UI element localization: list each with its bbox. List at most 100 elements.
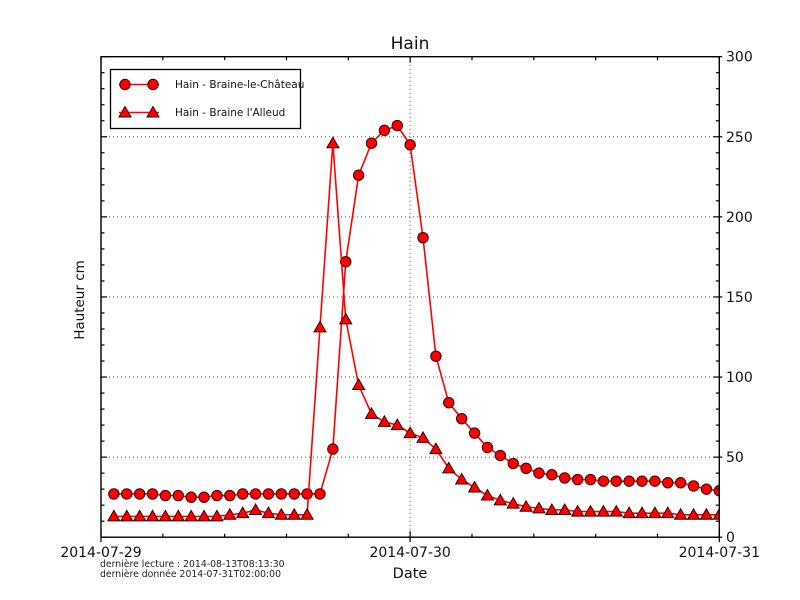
circle-marker bbox=[674, 477, 687, 489]
circle-marker bbox=[172, 489, 184, 502]
y-tick-label: 300 bbox=[726, 50, 753, 66]
legend-sample-lines bbox=[118, 78, 160, 118]
y-tick-label: 100 bbox=[726, 370, 753, 386]
circle-marker bbox=[455, 412, 468, 425]
triangle-marker bbox=[583, 504, 598, 517]
footer-last-data: dernière donnée 2014-07-31T02:00:00 bbox=[100, 569, 281, 580]
triangle-marker bbox=[532, 501, 546, 514]
x-tick-label: 2014-07-31 bbox=[679, 545, 760, 561]
triangle-marker bbox=[570, 504, 585, 517]
y-tick-labels: 0 50 100 150 200 250 300 bbox=[726, 50, 753, 547]
triangle-marker bbox=[118, 105, 132, 118]
triangle-marker bbox=[622, 506, 636, 519]
circle-marker bbox=[198, 491, 210, 503]
triangle-marker bbox=[300, 507, 314, 520]
circle-marker bbox=[365, 137, 378, 149]
circle-marker bbox=[417, 231, 429, 244]
circle-marker bbox=[559, 472, 571, 484]
triangle-marker bbox=[287, 507, 302, 520]
y-tick-label: 0 bbox=[726, 530, 735, 546]
triangle-marker bbox=[146, 105, 160, 118]
series-line bbox=[113, 124, 720, 498]
triangle-marker bbox=[660, 506, 675, 519]
circle-marker bbox=[649, 475, 661, 487]
circle-marker bbox=[301, 488, 313, 500]
x-tick-labels: 2014-07-29 2014-07-30 2014-07-31 bbox=[60, 545, 760, 561]
triangle-marker bbox=[493, 493, 508, 506]
y-tick-label: 50 bbox=[726, 450, 744, 466]
y-axis-label: Hauteur cm bbox=[72, 260, 88, 340]
triangle-marker bbox=[210, 509, 224, 522]
y-tick-label: 200 bbox=[726, 210, 753, 226]
axis-ticks bbox=[100, 56, 723, 543]
x-axis-label: Date bbox=[393, 566, 428, 582]
triangle-marker bbox=[313, 320, 327, 333]
circle-marker bbox=[211, 489, 223, 502]
triangle-marker bbox=[441, 461, 456, 474]
circle-marker bbox=[662, 477, 674, 489]
circle-marker bbox=[262, 488, 275, 500]
circle-marker bbox=[147, 78, 159, 91]
triangle-marker bbox=[248, 502, 263, 515]
triangle-marker bbox=[506, 496, 521, 509]
triangle-marker bbox=[699, 507, 714, 520]
circle-marker bbox=[520, 462, 532, 475]
triangle-marker bbox=[557, 502, 572, 515]
triangle-marker bbox=[454, 472, 469, 485]
circle-marker bbox=[275, 488, 288, 500]
triangle-marker bbox=[261, 506, 276, 519]
circle-marker bbox=[288, 488, 300, 500]
circle-marker bbox=[327, 443, 339, 455]
triangle-marker bbox=[351, 378, 366, 391]
triangle-marker bbox=[184, 509, 199, 522]
circle-marker bbox=[108, 488, 120, 500]
circle-marker bbox=[146, 488, 159, 500]
circle-marker bbox=[597, 475, 610, 487]
triangle-marker bbox=[467, 480, 482, 493]
triangle-marker bbox=[119, 509, 134, 522]
circle-marker bbox=[636, 475, 648, 487]
circle-marker bbox=[404, 139, 416, 151]
triangle-marker bbox=[222, 507, 237, 520]
triangle-marker bbox=[416, 430, 430, 443]
circle-marker bbox=[546, 469, 558, 481]
data-series bbox=[107, 119, 720, 522]
chart-title: Hain bbox=[391, 34, 430, 54]
circle-marker bbox=[391, 119, 403, 132]
y-tick-label: 150 bbox=[726, 290, 753, 306]
circle-marker bbox=[443, 396, 455, 409]
triangle-marker bbox=[686, 507, 701, 520]
circle-marker bbox=[610, 475, 622, 487]
circle-marker bbox=[571, 473, 584, 486]
circle-marker bbox=[236, 488, 249, 500]
circle-marker bbox=[533, 467, 545, 479]
circle-marker bbox=[494, 449, 507, 462]
y-tick-label: 250 bbox=[726, 130, 753, 146]
series-braine-le-chateau bbox=[108, 119, 720, 503]
triangle-marker bbox=[132, 509, 147, 522]
triangle-marker bbox=[673, 507, 688, 520]
legend-label-braine-le-chateau: Hain - Braine-le-Château bbox=[175, 79, 304, 91]
circle-marker bbox=[249, 488, 262, 500]
triangle-marker bbox=[403, 426, 418, 439]
triangle-marker bbox=[712, 507, 720, 520]
x-tick-label: 2014-07-30 bbox=[369, 545, 450, 561]
circle-marker bbox=[481, 441, 494, 454]
x-tick-label: 2014-07-29 bbox=[60, 545, 141, 561]
circle-marker bbox=[185, 491, 197, 503]
circle-marker bbox=[430, 350, 442, 362]
circle-marker bbox=[700, 483, 713, 495]
circle-marker bbox=[133, 488, 146, 500]
triangle-marker bbox=[648, 506, 662, 519]
circle-marker bbox=[378, 124, 391, 137]
triangle-marker bbox=[274, 507, 289, 520]
circle-marker bbox=[340, 256, 352, 268]
circle-marker bbox=[121, 488, 133, 500]
gridlines bbox=[101, 56, 720, 538]
circle-marker bbox=[224, 489, 236, 502]
legend-box bbox=[109, 68, 302, 130]
triangle-marker bbox=[197, 509, 211, 522]
triangle-marker bbox=[429, 442, 443, 455]
